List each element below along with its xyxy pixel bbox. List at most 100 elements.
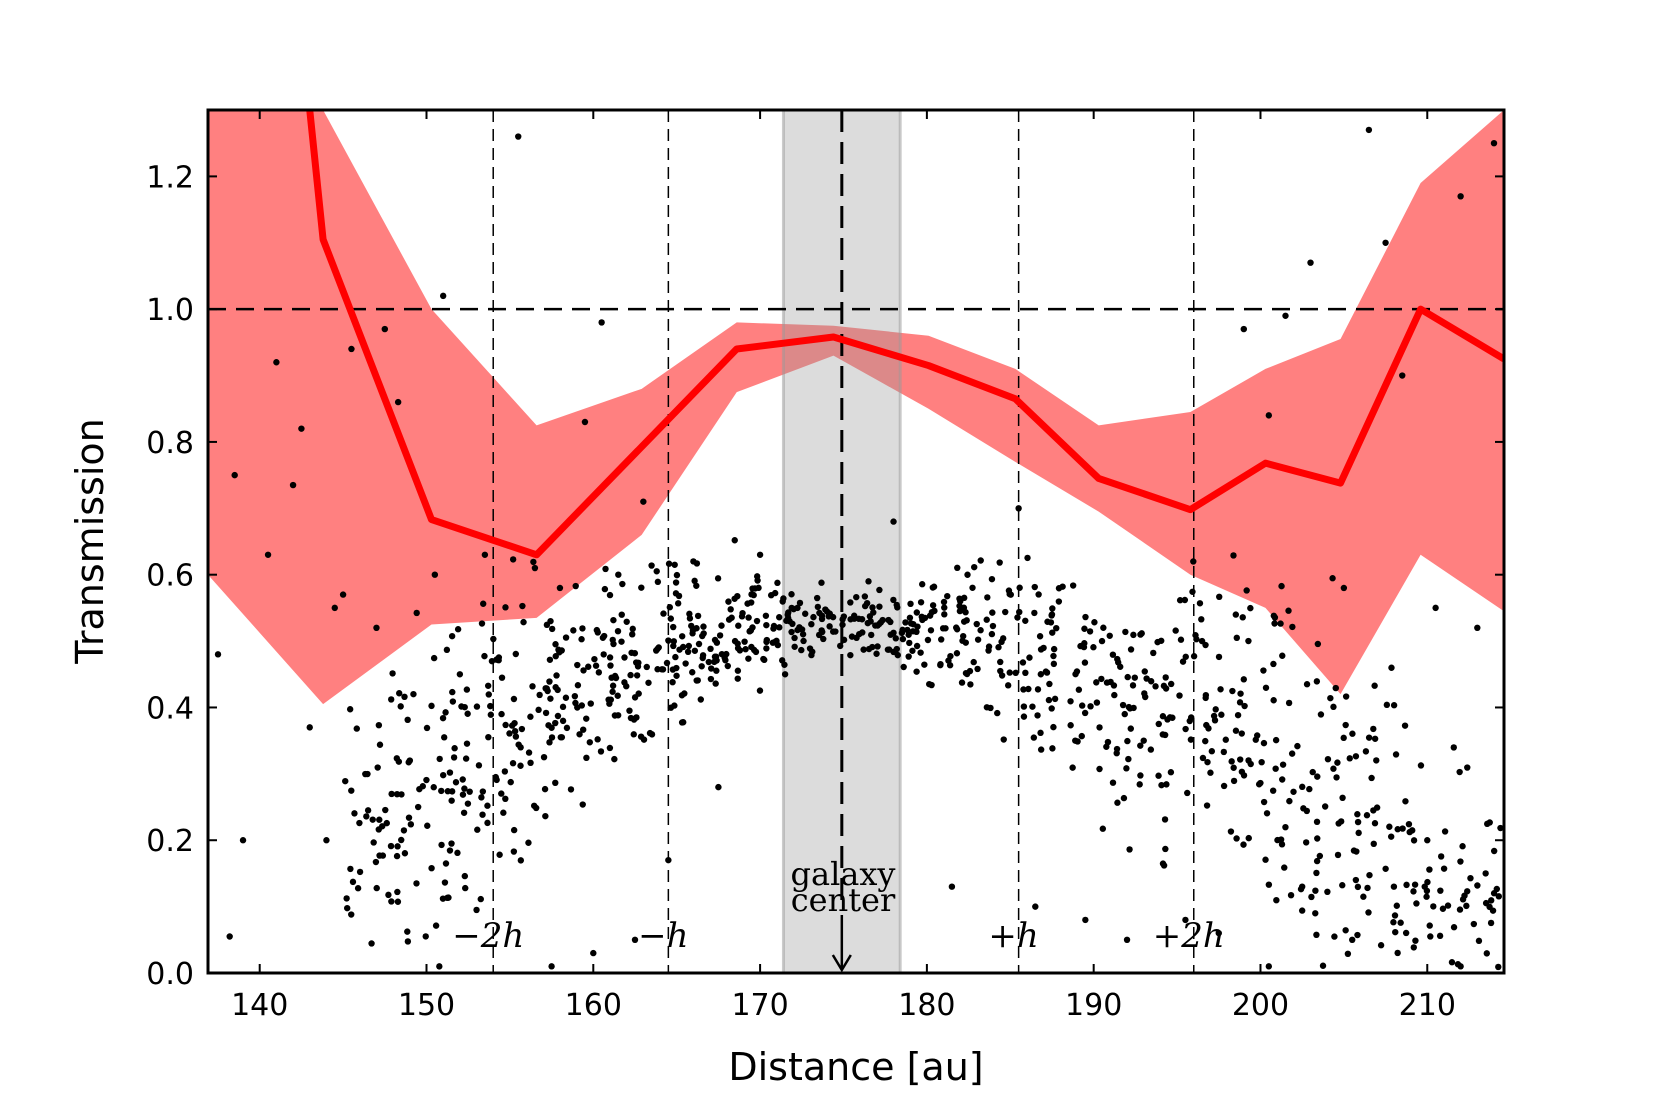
data-point (1046, 680, 1053, 688)
data-point (1370, 725, 1377, 733)
data-point (583, 754, 590, 762)
data-point (507, 778, 514, 786)
data-point (373, 884, 380, 892)
data-point (810, 613, 817, 621)
data-point (663, 659, 671, 667)
annotation-center: center (791, 881, 896, 919)
data-point (1352, 753, 1360, 760)
data-point (562, 694, 570, 701)
data-point (1273, 896, 1280, 904)
data-point (708, 665, 715, 672)
data-point (926, 680, 933, 688)
data-point (774, 579, 781, 587)
data-point (705, 658, 712, 666)
data-point (1238, 768, 1246, 775)
data-point (556, 584, 564, 592)
data-point (678, 719, 686, 726)
data-point (1067, 722, 1074, 729)
data-point (428, 864, 435, 872)
data-point (1262, 684, 1270, 691)
data-point (481, 652, 488, 660)
data-point (563, 724, 571, 732)
data-point (546, 678, 553, 685)
data-point (1002, 608, 1009, 616)
data-point (893, 601, 900, 609)
data-point (791, 634, 798, 642)
data-point (1464, 888, 1471, 895)
data-point (388, 790, 395, 798)
data-point (853, 593, 860, 601)
data-point (633, 672, 641, 679)
data-point (731, 595, 738, 602)
data-point (1053, 624, 1060, 632)
data-point (823, 608, 831, 615)
data-point (640, 498, 647, 505)
data-point (784, 611, 791, 618)
data-point (1012, 669, 1019, 677)
data-point (1087, 703, 1094, 710)
data-point (548, 625, 556, 633)
data-point (591, 655, 598, 663)
h-line-label: +2h (1153, 916, 1225, 956)
data-point (1020, 703, 1028, 710)
data-point (998, 672, 1006, 679)
data-point (477, 895, 484, 903)
data-point (1294, 742, 1301, 750)
data-point (1394, 826, 1401, 833)
data-point (894, 651, 901, 659)
data-point (1237, 690, 1244, 697)
data-point (1482, 870, 1489, 877)
data-point (1360, 893, 1367, 900)
data-point (686, 610, 693, 618)
data-point (839, 616, 846, 623)
data-point (496, 851, 503, 858)
data-point (682, 660, 689, 667)
data-point (442, 709, 449, 716)
data-point (517, 762, 524, 769)
data-point (1158, 781, 1165, 789)
data-point (763, 638, 770, 646)
data-point (969, 584, 976, 591)
data-point (1240, 676, 1248, 683)
data-point (779, 598, 786, 605)
data-point (1270, 660, 1277, 668)
data-point (1474, 882, 1481, 889)
data-point (449, 688, 456, 696)
data-point (443, 646, 451, 654)
data-point (368, 940, 375, 947)
data-point (693, 677, 700, 684)
data-point (640, 736, 648, 743)
data-point (734, 640, 741, 647)
data-point (750, 591, 757, 599)
data-point (670, 623, 677, 631)
data-point (1495, 893, 1503, 900)
data-point (774, 641, 782, 649)
data-point (618, 638, 625, 645)
data-point (552, 719, 559, 727)
data-point (1016, 608, 1023, 616)
data-point (1247, 604, 1254, 612)
data-point (820, 635, 827, 643)
data-point (1437, 887, 1444, 894)
data-point (1317, 711, 1325, 718)
data-point (1240, 325, 1247, 333)
data-point (1333, 774, 1340, 781)
data-point (1140, 737, 1147, 744)
data-point (339, 591, 347, 598)
data-point (754, 577, 761, 584)
data-point (356, 868, 364, 876)
data-point (438, 841, 445, 849)
data-point (1245, 834, 1252, 842)
data-point (1037, 729, 1044, 737)
data-point (674, 600, 682, 607)
data-point (475, 762, 483, 769)
data-point (517, 744, 524, 751)
data-point (679, 643, 687, 651)
data-point (404, 938, 412, 945)
data-point (436, 755, 443, 763)
data-point (1159, 713, 1167, 720)
data-point (627, 671, 634, 679)
data-point (660, 610, 667, 617)
data-point (478, 620, 486, 627)
data-point (1312, 910, 1319, 917)
